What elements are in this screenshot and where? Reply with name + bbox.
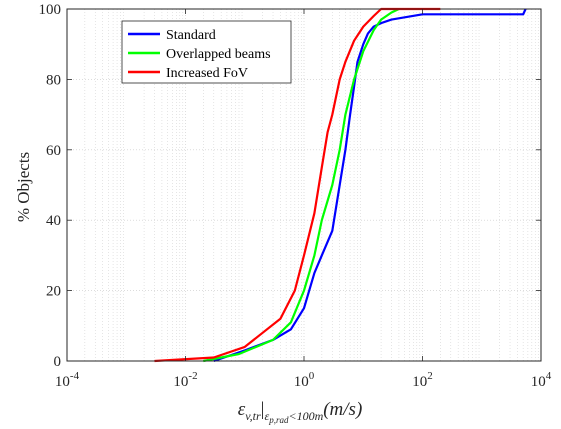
axis-ticks [66,8,542,362]
y-tick-labels: 0 20 40 60 80 100 [39,2,62,370]
x-label-sub2: ε [264,409,269,423]
x-tick-label: 10-4 [55,370,80,390]
legend-label-overlapped: Overlapped beams [166,47,271,62]
y-tick-label: 60 [46,143,61,159]
legend: Standard Overlapped beams Increased FoV [121,20,292,84]
y-tick-label: 40 [46,213,61,229]
series-lines [154,7,527,363]
y-tick-label: 0 [54,354,62,370]
y-tick-label: 80 [46,72,61,88]
series-line-overlapped-beams [203,8,400,363]
x-label-sub: v,tr [245,409,261,423]
legend-label-increased-fov: Increased FoV [166,66,248,81]
x-label-tail: (m/s) [323,399,362,420]
y-tick-label: 100 [39,2,62,18]
x-tick-label: 100 [294,370,315,390]
x-label-sub2-sub: p,rad [268,415,289,425]
y-tick-label: 20 [46,284,61,300]
x-label-bar: | [261,399,265,420]
legend-label-standard: Standard [166,28,216,43]
x-tick-labels: 10-4 10-2 100 102 104 [55,370,552,390]
series-line-increased-fov [154,7,441,363]
x-tick-label: 102 [412,370,433,390]
series-line-standard [213,8,527,363]
y-axis-label: % Objects [14,152,33,222]
x-tick-label: 104 [531,370,552,390]
x-tick-label: 10-2 [173,370,197,390]
x-label-sub-tail: <100m [288,409,323,423]
x-label-epsilon: ε [238,399,246,420]
x-axis-label: εv,tr|εp,rad<100m(m/s) [238,399,363,425]
